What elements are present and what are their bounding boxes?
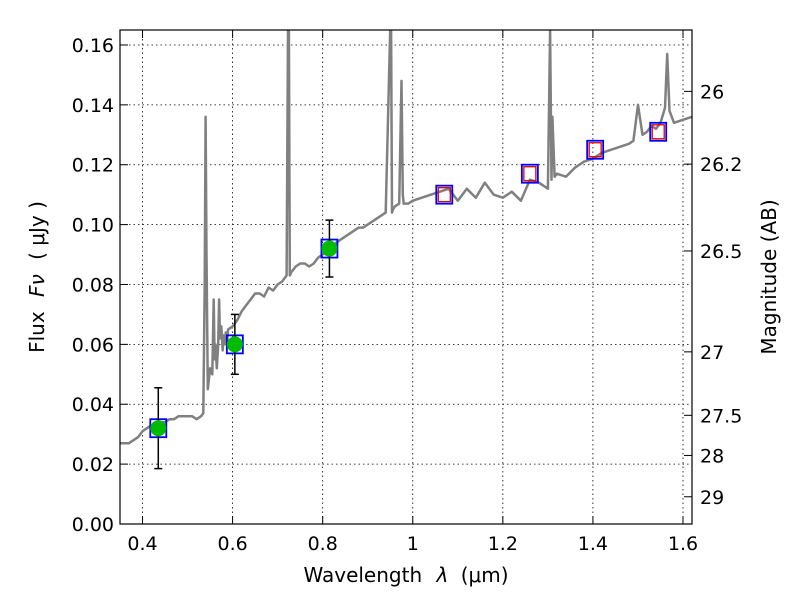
x-axis-label-prefix: Wavelength xyxy=(303,563,422,587)
limit-square-marker xyxy=(651,124,665,140)
x-tick-label: 1.4 xyxy=(578,533,608,555)
x-tick-label: 1.2 xyxy=(488,533,518,555)
x-tick-label: 1.6 xyxy=(668,533,698,555)
y-axis-label-unit: ( μJy ) xyxy=(25,201,49,260)
y-axis-label: Flux Fν ( μJy ) xyxy=(25,201,49,353)
ticks: 0.4 0.6 0.8 1 1.2 1.4 1.6 0.00 0.02 0.04 0.06 0.08 0… xyxy=(72,30,742,555)
y2-tick-label: 26.5 xyxy=(700,241,742,263)
y2-tick-label: 26 xyxy=(700,81,724,103)
y-tick-label: 0.02 xyxy=(72,454,114,476)
y2-axis-label: Magnitude (AB) xyxy=(757,199,781,354)
y-axis-label-prefix: Flux xyxy=(25,311,49,353)
limit-square-marker xyxy=(588,142,602,158)
axes-frame xyxy=(119,29,693,525)
model-square-marker xyxy=(435,184,454,205)
observed-point xyxy=(226,336,243,353)
y-tick-label: 0.14 xyxy=(72,95,114,117)
y-tick-label: 0.08 xyxy=(72,274,114,296)
x-tick-label: 0.8 xyxy=(308,533,338,555)
sed-line xyxy=(120,30,692,445)
x-axis-label: Wavelength λ (μm) xyxy=(303,563,508,587)
y-tick-label: 0.04 xyxy=(72,394,114,416)
y-tick-label: 0.12 xyxy=(72,155,114,177)
y-tick-label: 0.16 xyxy=(72,35,114,57)
observed-point xyxy=(150,420,167,437)
y-tick-label: 0.00 xyxy=(72,514,114,536)
x-axis-label-symbol: λ xyxy=(436,563,449,587)
model-square-marker xyxy=(649,121,668,142)
model-square-marker xyxy=(520,163,539,184)
y2-tick-label: 28 xyxy=(700,445,724,467)
model-square-marker xyxy=(586,139,605,160)
limit-square-marker xyxy=(523,166,537,182)
observed-point xyxy=(321,240,338,257)
y2-tick-label: 27.5 xyxy=(700,405,742,427)
x-tick-label: 1 xyxy=(407,533,419,555)
x-tick-label: 0.6 xyxy=(217,533,247,555)
y2-tick-label: 27 xyxy=(700,342,724,364)
plot-area xyxy=(120,30,692,470)
y2-tick-label: 29 xyxy=(700,487,724,509)
y-tick-label: 0.06 xyxy=(72,334,114,356)
y2-tick-label: 26.2 xyxy=(700,154,742,176)
limit-square-marker xyxy=(437,187,451,203)
x-axis-label-unit: (μm) xyxy=(461,563,509,587)
y-axis-label-symbol: Fν xyxy=(25,274,49,297)
x-tick-label: 0.4 xyxy=(127,533,157,555)
y-tick-label: 0.10 xyxy=(72,215,114,237)
